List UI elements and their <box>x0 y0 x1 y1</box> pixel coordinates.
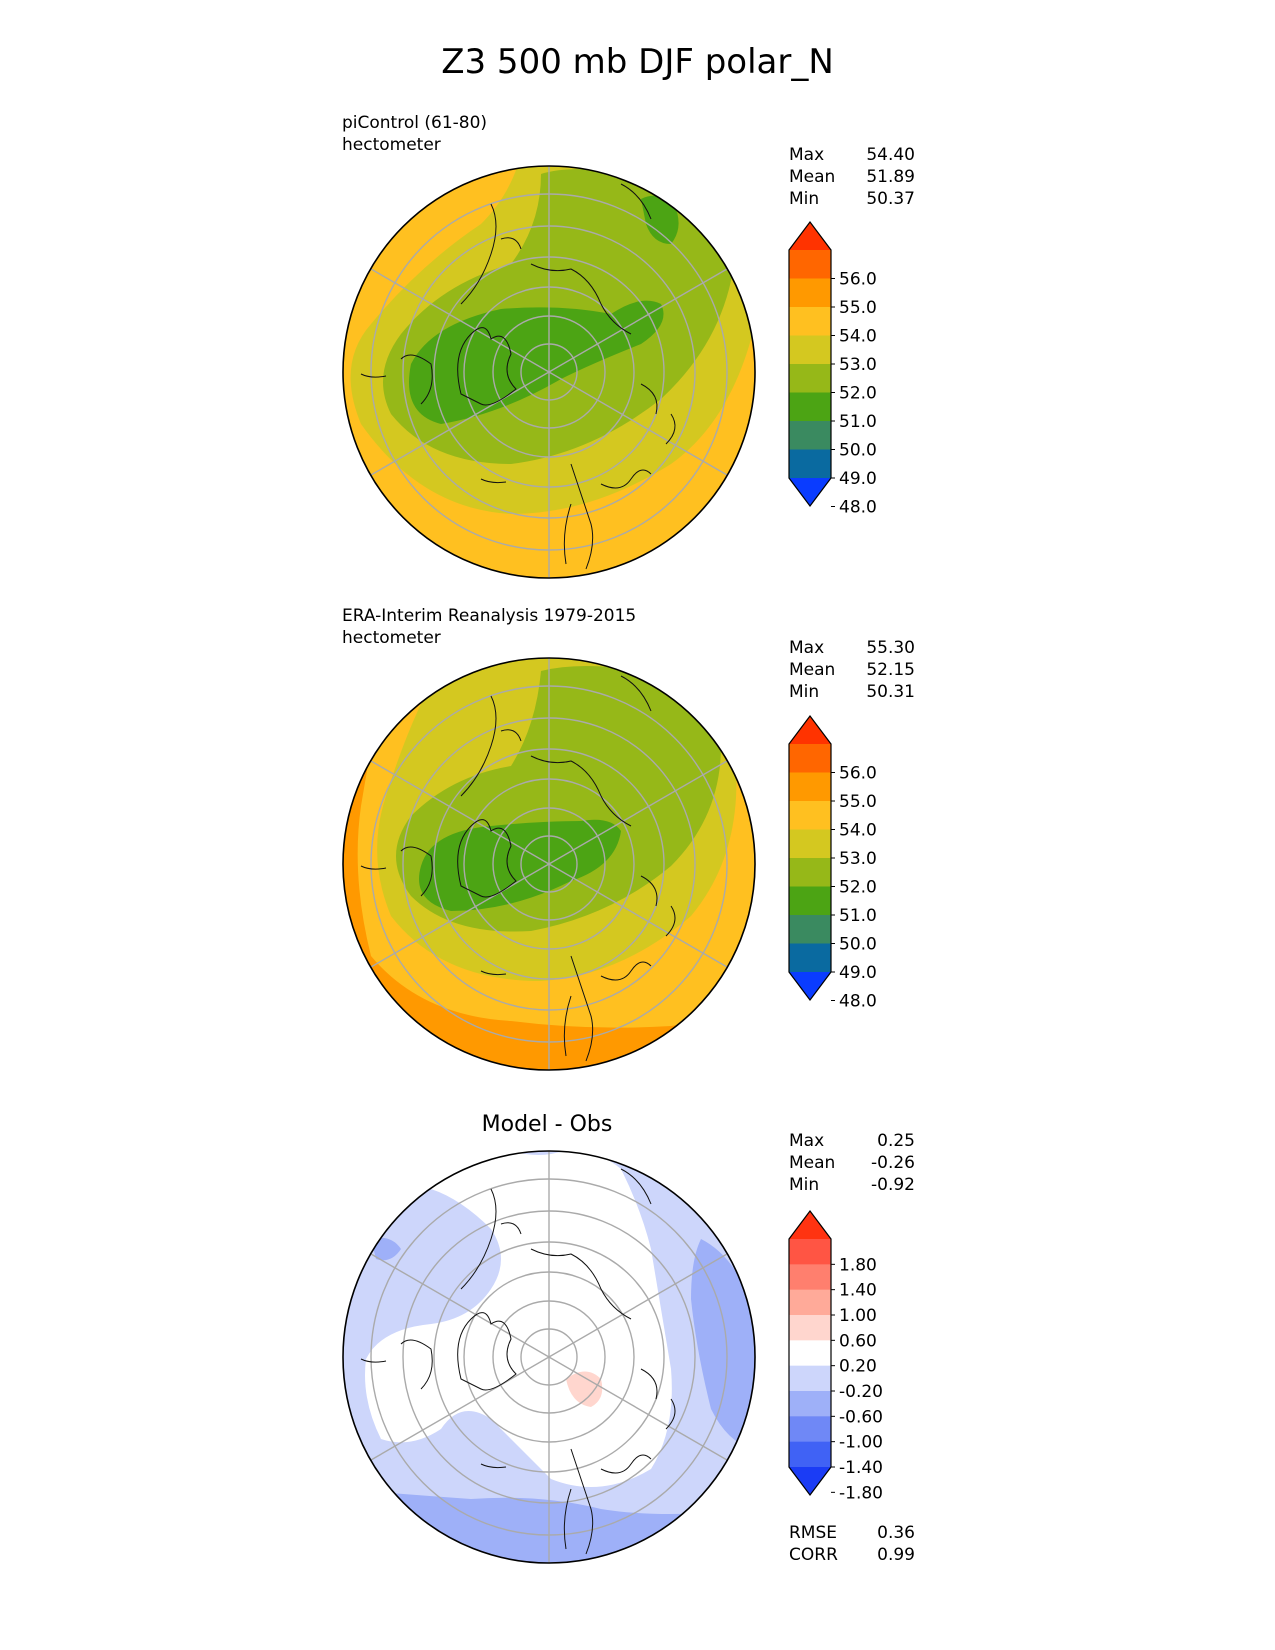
panel-3-stats: Max 0.25 Mean -0.26 Min -0.92 <box>789 1130 915 1196</box>
stat-label: Mean <box>789 167 836 187</box>
polar-map-era-interim <box>342 657 756 1071</box>
colorbar-extension-bottom <box>789 972 831 1000</box>
colorbar-segment <box>789 1391 831 1417</box>
stat-label: Min <box>789 1175 820 1195</box>
stat-value: 50.31 <box>866 682 915 702</box>
colorbar-era-interim: 56.0 55.0 54.0 53.0 52.0 51.0 50.0 49.0 48.0 <box>788 715 877 1012</box>
colorbar-segment <box>789 772 831 802</box>
colorbar-tick-label: -0.20 <box>839 1382 883 1402</box>
stat-value: 50.37 <box>866 189 915 209</box>
colorbar-tick-label: 51.0 <box>839 412 877 432</box>
colorbar-segment <box>789 943 831 973</box>
stat-label: RMSE <box>789 1523 838 1543</box>
colorbar-tick-label: 48.0 <box>839 992 877 1012</box>
stat-value: 52.15 <box>866 660 915 680</box>
colorbar-segment <box>789 1264 831 1291</box>
panel-2-stats: Max 55.30 Mean 52.15 Min 50.31 <box>789 637 915 703</box>
colorbar-tick-label: 51.0 <box>839 906 877 926</box>
stat-value: 0.25 <box>877 1131 915 1151</box>
colorbar-segment <box>789 886 831 916</box>
stat-value: 55.30 <box>866 638 915 658</box>
colorbar-tick-label: 54.0 <box>839 821 877 841</box>
colorbar-segment <box>789 744 831 773</box>
colorbar-tick-label: 1.80 <box>839 1255 877 1275</box>
stat-value: -0.92 <box>871 1175 915 1195</box>
colorbar-tick-label: 1.40 <box>839 1281 877 1301</box>
colorbar-segment <box>789 335 831 365</box>
figure-title: Z3 500 mb DJF polar_N <box>441 42 834 82</box>
colorbar-segment <box>789 858 831 887</box>
colorbar-extension-top <box>789 1211 831 1239</box>
colorbar-tick-label: 50.0 <box>839 935 877 955</box>
colorbar-tick-label: 54.0 <box>839 327 877 347</box>
stat-label: Max <box>789 638 825 658</box>
stat-label: Min <box>789 189 820 209</box>
stat-value: 54.40 <box>866 145 915 165</box>
stat-label: Max <box>789 1131 825 1151</box>
colorbar-segment <box>789 250 831 279</box>
colorbar-tick-label: 55.0 <box>839 298 877 318</box>
colorbar-segment <box>789 1416 831 1443</box>
colorbar-segment <box>789 1239 831 1265</box>
colorbar-tick-label: 50.0 <box>839 441 877 461</box>
stat-label: Min <box>789 682 820 702</box>
colorbar-tick-label: -0.60 <box>839 1407 883 1427</box>
colorbar-tick-label: 1.00 <box>839 1306 877 1326</box>
colorbar-tick-label: 56.0 <box>839 764 877 784</box>
colorbar-segment <box>789 829 831 859</box>
colorbar-tick-label: -1.80 <box>839 1483 883 1503</box>
panel-3-extra-stats: RMSE 0.36 CORR 0.99 <box>789 1522 915 1566</box>
stat-label: CORR <box>789 1545 838 1565</box>
colorbar-segment <box>789 801 831 830</box>
panel-1-units: hectometer <box>342 135 441 155</box>
colorbar-segment <box>789 1289 831 1316</box>
stat-label: Mean <box>789 1153 836 1173</box>
colorbar-segment <box>789 421 831 450</box>
colorbar-tick-label: 56.0 <box>839 270 877 290</box>
colorbar-picontrol: 56.0 55.0 54.0 53.0 52.0 51.0 50.0 49.0 48.0 <box>788 221 877 518</box>
colorbar-segment <box>789 915 831 944</box>
colorbar-segment <box>789 1441 831 1468</box>
stat-value: 51.89 <box>866 167 915 187</box>
stat-value: -0.26 <box>871 1153 915 1173</box>
colorbar-tick-label: 55.0 <box>839 792 877 812</box>
colorbar-extension-top <box>789 716 831 744</box>
colorbar-segment <box>789 1365 831 1392</box>
colorbar-tick-label: 49.0 <box>839 469 877 489</box>
panel-2-name: ERA-Interim Reanalysis 1979-2015 <box>342 606 637 626</box>
panel-1-label: piControl (61-80) hectometer <box>342 112 487 156</box>
polar-map-picontrol <box>342 165 756 579</box>
colorbar-tick-label: 52.0 <box>839 384 877 404</box>
colorbar-tick-label: 49.0 <box>839 963 877 983</box>
colorbar-segment <box>789 1315 831 1341</box>
colorbar-tick-label: 48.0 <box>839 498 877 518</box>
panel-1-name: piControl (61-80) <box>342 113 488 133</box>
colorbar-difference: 1.80 1.40 1.00 0.60 0.20 -0.20 -0.60 -1.00 -1.40… <box>788 1210 883 1503</box>
colorbar-tick-label: 53.0 <box>839 355 877 375</box>
stat-label: Mean <box>789 660 836 680</box>
colorbar-segment <box>789 364 831 393</box>
stat-label: Max <box>789 145 825 165</box>
colorbar-extension-top <box>789 222 831 250</box>
colorbar-segment <box>789 307 831 336</box>
colorbar-extension-bottom <box>789 478 831 506</box>
colorbar-segment <box>789 278 831 308</box>
stat-value: 0.36 <box>877 1523 915 1543</box>
colorbar-extension-bottom <box>789 1467 831 1495</box>
colorbar-segment <box>789 449 831 479</box>
colorbar-segment <box>789 392 831 422</box>
colorbar-tick-label: 0.60 <box>839 1331 877 1351</box>
colorbar-tick-label: -1.40 <box>839 1458 883 1478</box>
panel-2-label: ERA-Interim Reanalysis 1979-2015 hectome… <box>342 605 636 649</box>
colorbar-segment <box>789 1340 831 1367</box>
colorbar-tick-label: -1.00 <box>839 1433 883 1453</box>
colorbar-tick-label: 0.20 <box>839 1357 877 1377</box>
panel-2-units: hectometer <box>342 628 441 648</box>
stat-value: 0.99 <box>877 1545 915 1565</box>
panel-1-stats: Max 54.40 Mean 51.89 Min 50.37 <box>789 144 915 210</box>
colorbar-tick-label: 52.0 <box>839 878 877 898</box>
colorbar-tick-label: 53.0 <box>839 849 877 869</box>
polar-map-difference <box>342 1150 756 1564</box>
diff-panel-title: Model - Obs <box>481 1112 613 1137</box>
